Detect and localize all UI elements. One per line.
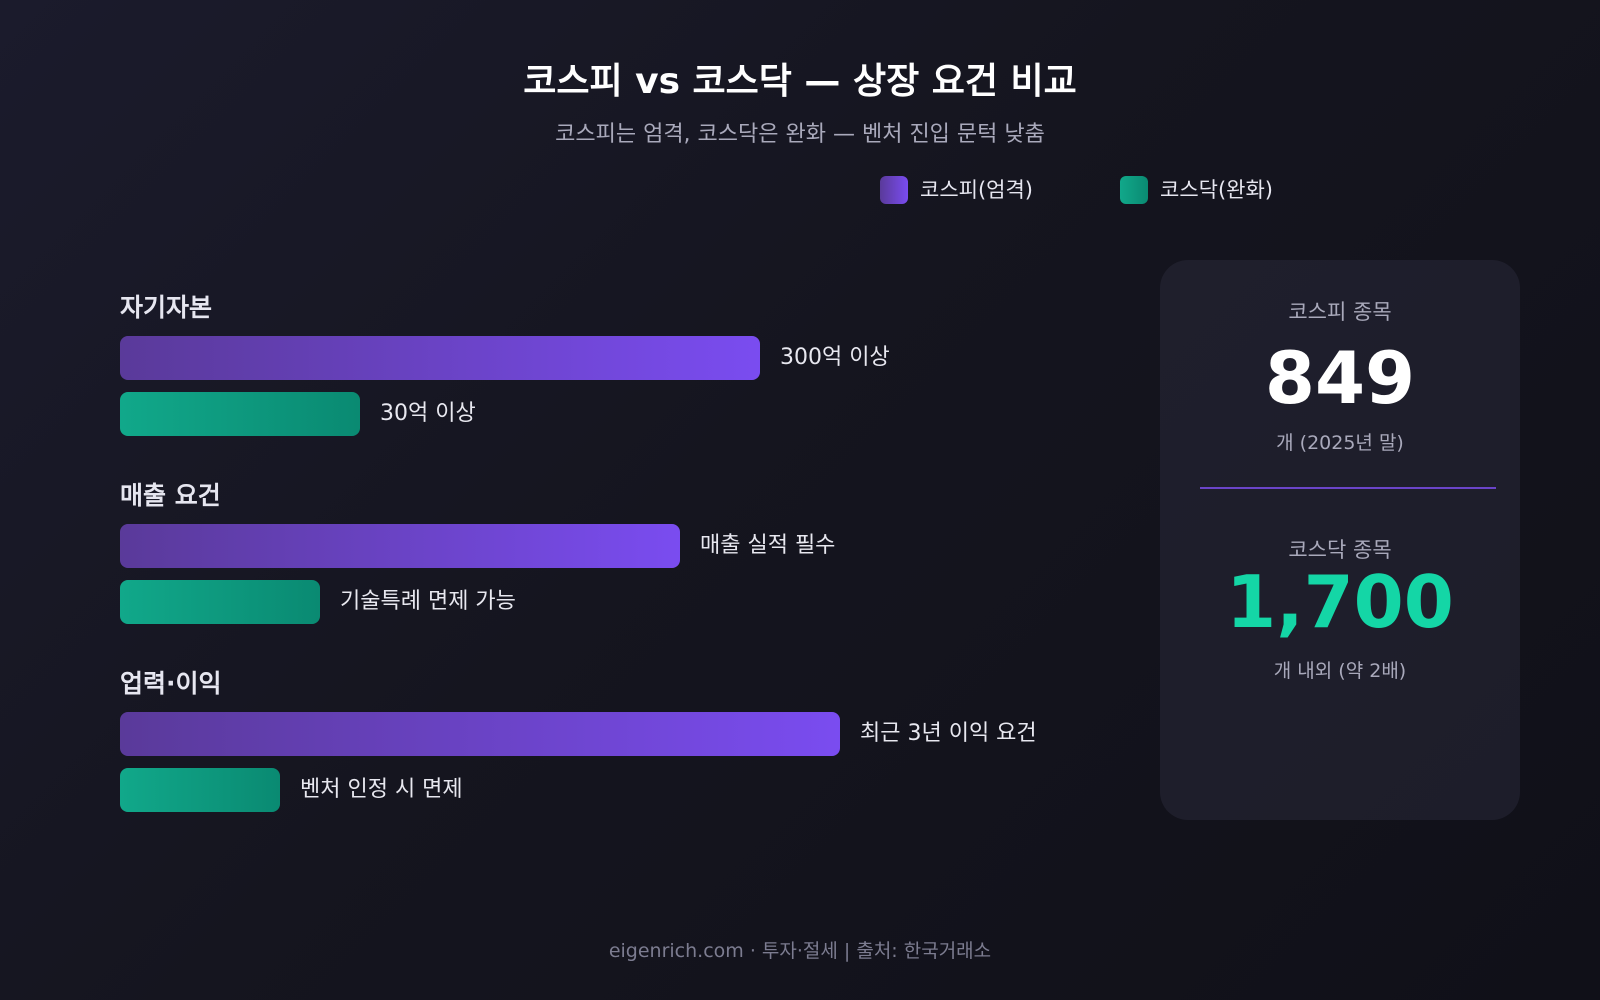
bar-label: 30억 이상 <box>380 401 476 426</box>
group-label: 자기자본 <box>120 293 213 322</box>
stat-value: 1,700 <box>1226 560 1454 644</box>
bar <box>120 768 280 812</box>
divider <box>1200 487 1496 489</box>
bar-label: 기술특례 면제 가능 <box>340 589 516 614</box>
legend-swatch <box>1120 176 1148 204</box>
footer: eigenrich.com · 투자·절세 | 출처: 한국거래소 <box>608 940 992 962</box>
legend-label: 코스피(엄격) <box>920 178 1033 202</box>
bar-label: 300억 이상 <box>780 345 890 370</box>
stat-value: 849 <box>1264 336 1416 420</box>
bar <box>120 392 360 436</box>
subtitle: 코스피는 엄격, 코스닥은 완화 — 벤처 진입 문턱 낮춤 <box>555 122 1045 147</box>
stat-note: 개 (2025년 말) <box>1276 432 1404 454</box>
group-label: 업력·이익 <box>120 669 222 698</box>
bar <box>120 524 680 568</box>
stat-label: 코스피 종목 <box>1288 300 1392 324</box>
stat-label: 코스닥 종목 <box>1288 538 1392 562</box>
bar-label: 최근 3년 이익 요건 <box>860 721 1037 746</box>
legend-label: 코스닥(완화) <box>1160 178 1273 202</box>
bar <box>120 712 840 756</box>
bar <box>120 336 760 380</box>
title: 코스피 vs 코스닥 — 상장 요건 비교 <box>523 61 1077 102</box>
stats-card <box>1160 260 1520 820</box>
bar <box>120 580 320 624</box>
group-label: 매출 요건 <box>120 481 221 510</box>
bar-label: 벤처 인정 시 면제 <box>300 777 463 802</box>
legend-swatch <box>880 176 908 204</box>
bar-label: 매출 실적 필수 <box>700 533 836 558</box>
stat-note: 개 내외 (약 2배) <box>1273 660 1407 682</box>
